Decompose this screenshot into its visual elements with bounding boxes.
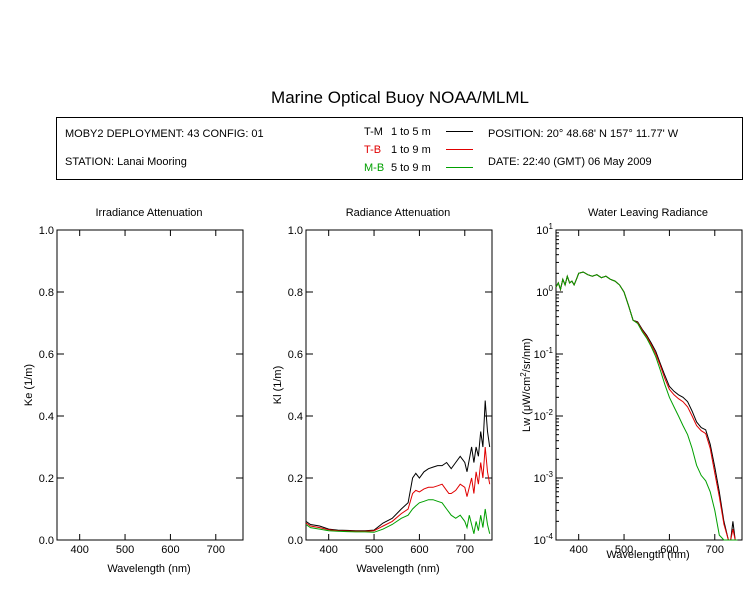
panel2-y-ticks: 0.0 0.2 0.4 0.6 0.8 1.0: [288, 225, 492, 547]
panel2-series: [305, 400, 491, 534]
panel3-y-label-tail: /sr/nm): [521, 338, 533, 372]
legend-code-mb: M-B: [364, 162, 385, 174]
y-tick-base: 10: [534, 473, 546, 485]
panel3-y-label-main: Lw (μW/cm: [521, 377, 533, 432]
panel-radiance: Radiance Attenuation 400 500 600 700 0.0 0.2…: [272, 207, 493, 575]
y-tick-label: 10-2: [534, 408, 554, 423]
y-tick-label: 101: [536, 222, 553, 237]
position-text: POSITION: 20° 48.68' N 157° 11.77' W: [488, 128, 679, 140]
chart-main-title: Marine Optical Buoy NOAA/MLML: [271, 88, 529, 107]
info-box: MOBY2 DEPLOYMENT: 43 CONFIG: 01 STATION:…: [56, 117, 743, 180]
legend-range-tb: 1 to 9 m: [391, 144, 431, 156]
x-tick-label: 400: [320, 544, 338, 556]
y-tick-label: 0.2: [39, 473, 54, 485]
date-text: DATE: 22:40 (GMT) 06 May 2009: [488, 156, 652, 168]
series-line-t-m: [555, 271, 738, 541]
y-tick-label: 0.0: [288, 535, 303, 547]
panel3-series: [555, 271, 738, 541]
panel1-y-ticks: 0.0 0.2 0.4 0.6 0.8 1.0: [39, 225, 243, 547]
y-tick-label: 10-1: [534, 346, 554, 361]
y-tick-label: 1.0: [288, 225, 303, 237]
y-tick-label: 0.8: [39, 287, 54, 299]
panel1-x-label: Wavelength (nm): [107, 563, 190, 575]
legend-code-tb: T-B: [364, 144, 382, 156]
panel2-y-label: Kl (1/m): [272, 366, 284, 405]
legend-line-tm: [446, 131, 473, 132]
y-tick-base: 10: [536, 225, 548, 237]
panel3-title: Water Leaving Radiance: [588, 207, 708, 219]
x-tick-label: 700: [207, 544, 225, 556]
x-tick-label: 500: [365, 544, 383, 556]
legend-range-mb: 5 to 9 m: [391, 162, 431, 174]
y-tick-exponent: -3: [546, 470, 554, 479]
y-tick-label: 0.4: [288, 411, 303, 423]
panel1-x-ticks: 400 500 600 700: [71, 230, 225, 556]
panel3-y-label-sup: 2: [519, 372, 528, 377]
x-tick-label: 400: [71, 544, 89, 556]
y-tick-label: 10-4: [534, 532, 554, 547]
panel1-y-label: Ke (1/m): [23, 364, 35, 406]
x-tick-label: 700: [706, 544, 724, 556]
y-tick-label: 0.8: [288, 287, 303, 299]
x-tick-label: 500: [116, 544, 134, 556]
legend-line-tb: [446, 149, 473, 150]
y-tick-label: 1.0: [39, 225, 54, 237]
y-tick-exponent: -1: [546, 346, 554, 355]
x-tick-label: 600: [161, 544, 179, 556]
x-tick-label: 400: [570, 544, 588, 556]
y-tick-exponent: -2: [546, 408, 554, 417]
x-tick-label: 600: [660, 544, 678, 556]
x-tick-label: 600: [410, 544, 428, 556]
y-tick-label: 0.6: [288, 349, 303, 361]
panel2-title: Radiance Attenuation: [346, 207, 451, 219]
y-tick-exponent: 0: [549, 284, 554, 293]
panel3-plot-frame: [555, 229, 743, 541]
y-tick-base: 10: [534, 535, 546, 547]
y-tick-label: 10-3: [534, 470, 554, 485]
x-tick-label: 500: [615, 544, 633, 556]
y-tick-label: 0.0: [39, 535, 54, 547]
y-tick-label: 100: [536, 284, 553, 299]
series-line-t-b: [305, 446, 491, 532]
deployment-text: MOBY2 DEPLOYMENT: 43 CONFIG: 01: [65, 128, 264, 140]
series-line-m-b: [555, 271, 738, 541]
panel2-plot-frame: [305, 229, 493, 541]
y-tick-exponent: -4: [546, 532, 554, 541]
y-tick-base: 10: [536, 287, 548, 299]
panel1-title: Irradiance Attenuation: [95, 207, 202, 219]
legend-code-tm: T-M: [364, 126, 383, 138]
station-text: STATION: Lanai Mooring: [65, 156, 187, 168]
y-tick-base: 10: [534, 411, 546, 423]
series-line-m-b: [305, 499, 491, 534]
panel2-x-ticks: 400 500 600 700: [320, 230, 474, 556]
panel3-x-label: Wavelength (nm): [606, 549, 689, 561]
y-tick-label: 0.6: [39, 349, 54, 361]
panel1-plot-frame: [56, 229, 244, 541]
legend-line-mb: [446, 167, 473, 168]
y-tick-base: 10: [534, 349, 546, 361]
series-line-t-b: [555, 271, 738, 541]
y-tick-label: 0.2: [288, 473, 303, 485]
panel3-x-ticks: 400 500 600 700: [570, 230, 724, 556]
panel-water-leaving: Water Leaving Radiance 400 500 600 700 1011…: [519, 207, 743, 561]
panel2-x-label: Wavelength (nm): [356, 563, 439, 575]
panel3-y-label: Lw (μW/cm2/sr/nm): [519, 338, 533, 432]
y-tick-exponent: 1: [549, 222, 554, 231]
legend-range-tm: 1 to 5 m: [391, 126, 431, 138]
series-line-t-m: [305, 400, 491, 532]
y-tick-label: 0.4: [39, 411, 54, 423]
x-tick-label: 700: [456, 544, 474, 556]
panel-irradiance: Irradiance Attenuation 400 500 600 700 0.00…: [23, 207, 244, 575]
